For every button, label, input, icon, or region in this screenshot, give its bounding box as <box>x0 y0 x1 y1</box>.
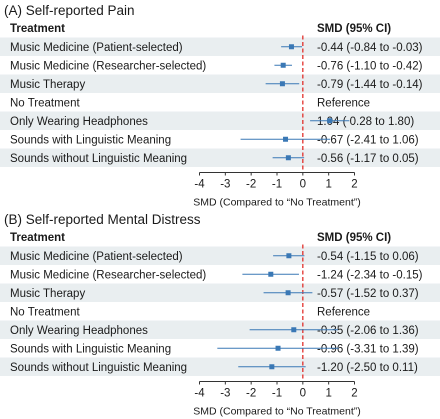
x-tick-label: -3 <box>220 179 230 191</box>
x-tick-label: 0 <box>300 179 306 191</box>
row-smd-text: -0.79 (-1.44 to -0.14) <box>317 79 423 91</box>
row-label: No Treatment <box>10 306 80 318</box>
row-smd-text: -0.44 (-0.84 to -0.03) <box>317 42 423 54</box>
row-shade <box>0 246 440 265</box>
point-estimate <box>283 136 289 142</box>
row-smd-text: -0.56 (-1.17 to 0.05) <box>317 153 419 165</box>
row-label: Music Therapy <box>10 288 85 300</box>
row-shade <box>0 357 440 376</box>
point-estimate <box>286 253 292 259</box>
point-estimate <box>327 118 333 124</box>
row-label: Music Medicine (Researcher-selected) <box>10 269 206 281</box>
row-label: Sounds without Linguistic Meaning <box>10 362 187 374</box>
row-smd-text: -0.35 (-2.06 to 1.36) <box>317 325 419 337</box>
column-header-smd: SMD (95% CI) <box>317 23 391 35</box>
point-estimate <box>275 345 281 351</box>
row-label: Music Medicine (Patient-selected) <box>10 251 183 263</box>
x-tick-label: 1 <box>325 179 331 191</box>
row-shade <box>0 283 440 302</box>
row-smd-text: -0.54 (-1.15 to 0.06) <box>317 251 419 263</box>
row-smd-text: 1.04 ( 0.28 to 1.80) <box>317 116 414 128</box>
row-smd-text: -0.57 (-1.52 to 0.37) <box>317 288 419 300</box>
row-smd-text: -0.67 (-2.41 to 1.06) <box>317 134 419 146</box>
row-smd-text: -0.96 (-3.31 to 1.39) <box>317 343 419 355</box>
x-tick-label: 1 <box>325 388 331 400</box>
row-shade <box>0 148 440 167</box>
column-header-smd: SMD (95% CI) <box>317 232 391 244</box>
forest-panel-a: (A) Self-reported Pain Treatment SMD (95% … <box>0 3 440 209</box>
x-tick-label: -2 <box>246 179 256 191</box>
x-tick-label: 2 <box>351 179 357 191</box>
x-tick-label: -2 <box>246 388 256 400</box>
row-label: Only Wearing Headphones <box>10 116 148 128</box>
row-label: Sounds with Linguistic Meaning <box>10 343 171 355</box>
row-shade <box>0 74 440 93</box>
x-axis-label: SMD (Compared to “No Treatment”) <box>193 197 360 209</box>
x-tick-label: -3 <box>220 388 230 400</box>
x-tick-label: 2 <box>351 388 357 400</box>
row-label: No Treatment <box>10 97 80 109</box>
row-label: Music Medicine (Researcher-selected) <box>10 60 206 72</box>
row-label: Music Medicine (Patient-selected) <box>10 42 183 54</box>
x-tick-label: 0 <box>300 388 306 400</box>
forest-panel-b: (B) Self-reported Mental Distress Treatme… <box>0 212 440 418</box>
row-label: Only Wearing Headphones <box>10 325 148 337</box>
row-smd-text: Reference <box>317 97 370 109</box>
point-estimate <box>285 155 291 161</box>
panel-title: (B) Self-reported Mental Distress <box>4 212 201 227</box>
row-label: Sounds with Linguistic Meaning <box>10 134 171 146</box>
panel-title: (A) Self-reported Pain <box>4 3 135 18</box>
row-shade <box>0 37 440 56</box>
row-shade <box>0 320 440 339</box>
point-estimate <box>279 81 285 87</box>
point-estimate <box>268 271 274 277</box>
point-estimate <box>291 327 297 333</box>
x-tick-label: -1 <box>272 388 282 400</box>
row-smd-text: Reference <box>317 306 370 318</box>
row-smd-text: -0.76 (-1.10 to -0.42) <box>317 60 423 72</box>
x-tick-label: -1 <box>272 179 282 191</box>
row-label: Sounds without Linguistic Meaning <box>10 153 187 165</box>
row-label: Music Therapy <box>10 79 85 91</box>
point-estimate <box>285 290 291 296</box>
column-header-treatment: Treatment <box>10 232 65 244</box>
point-estimate <box>280 62 286 68</box>
row-smd-text: -1.24 (-2.34 to -0.15) <box>317 269 423 281</box>
row-shade <box>0 111 440 130</box>
x-tick-label: -4 <box>194 388 205 400</box>
x-axis-label: SMD (Compared to “No Treatment”) <box>193 406 360 418</box>
column-header-treatment: Treatment <box>10 23 65 35</box>
point-estimate <box>269 364 275 370</box>
point-estimate <box>288 44 294 50</box>
row-smd-text: -1.20 (-2.50 to 0.11) <box>317 362 418 374</box>
x-tick-label: -4 <box>194 179 205 191</box>
